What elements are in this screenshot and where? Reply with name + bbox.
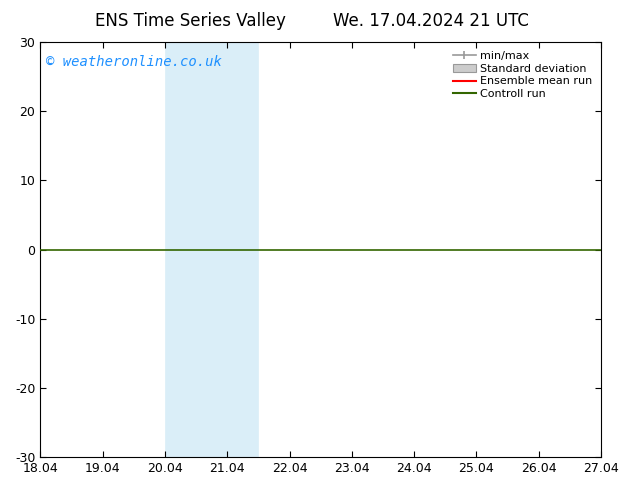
Legend: min/max, Standard deviation, Ensemble mean run, Controll run: min/max, Standard deviation, Ensemble me… [450,48,595,102]
Text: We. 17.04.2024 21 UTC: We. 17.04.2024 21 UTC [333,12,529,30]
Bar [632,42,634,457]
Bar [196,42,227,457]
Text: ENS Time Series Valley: ENS Time Series Valley [94,12,286,30]
Bar [601,42,632,457]
Text: © weatheronline.co.uk: © weatheronline.co.uk [46,54,222,69]
Bar [165,42,196,457]
Bar [227,42,259,457]
